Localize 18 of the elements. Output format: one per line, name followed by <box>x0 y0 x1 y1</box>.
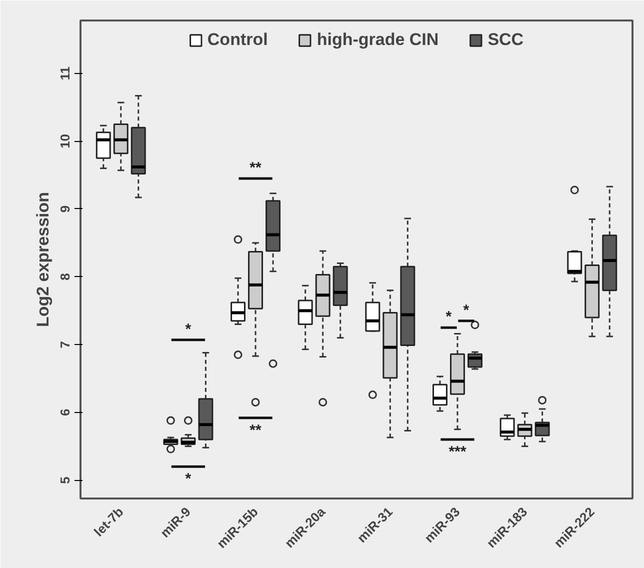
y-tick-label: 7 <box>58 340 72 348</box>
annotation: ** <box>250 159 262 176</box>
y-tick-label: 9 <box>58 205 72 213</box>
legend-label: SCC <box>488 30 524 50</box>
annotation: * <box>463 302 470 319</box>
y-axis-title: Log2 expression <box>34 192 52 328</box>
annotation: ** <box>250 422 262 439</box>
legend-label: high-grade CIN <box>316 30 439 50</box>
y-tick-label: 10 <box>58 134 72 148</box>
annotation: * <box>185 320 192 338</box>
y-tick-label: 8 <box>58 273 72 280</box>
legend-label: Control <box>207 30 268 50</box>
annotation: * <box>446 308 452 326</box>
annotation: *** <box>448 444 466 461</box>
y-tick-label: 6 <box>58 408 72 416</box>
annotation: * <box>185 470 192 488</box>
y-tick-label: 5 <box>58 476 72 484</box>
y-tick-label: 11 <box>58 66 72 80</box>
